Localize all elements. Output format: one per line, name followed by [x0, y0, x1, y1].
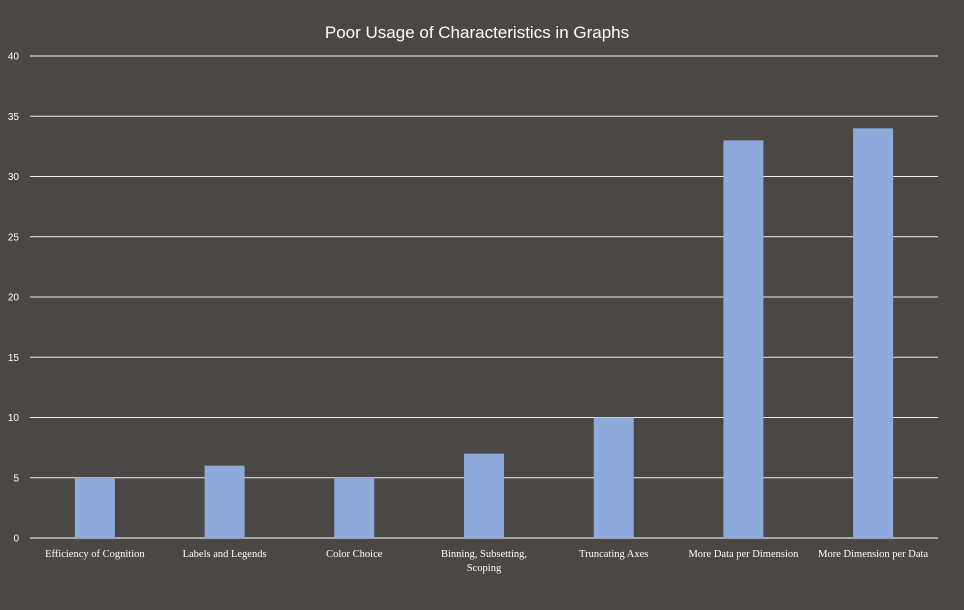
bars: [74, 128, 894, 539]
x-tick-label: Binning, Subsetting, Scoping: [441, 549, 527, 574]
bar: [723, 140, 764, 538]
x-axis-ticks: Efficiency of Cognition Labels and Legend…: [45, 549, 928, 574]
y-tick-label: 15: [8, 353, 20, 364]
x-tick-label: Efficiency of Cognition: [45, 549, 145, 560]
chart-title: Poor Usage of Characteristics in Graphs: [325, 23, 629, 42]
y-tick-label: 5: [13, 473, 19, 484]
y-tick-label: 20: [8, 293, 20, 304]
y-tick-label: 40: [8, 52, 20, 63]
x-tick-label: Labels and Legends: [183, 549, 267, 560]
bar: [464, 453, 504, 538]
y-axis-ticks: 0 5 10 15 20 25 30 35 40: [8, 52, 20, 545]
x-tick-label: More Data per Dimension: [688, 549, 799, 560]
x-tick-label: Color Choice: [326, 549, 383, 560]
y-tick-label: 10: [8, 413, 20, 424]
bar: [853, 128, 894, 539]
x-tick-label: Truncating Axes: [579, 549, 648, 560]
y-tick-label: 0: [13, 534, 19, 545]
y-tick-label: 35: [8, 112, 20, 123]
y-tick-label: 30: [8, 172, 20, 183]
y-tick-label: 25: [8, 232, 20, 243]
bar: [334, 477, 375, 538]
bar: [74, 477, 115, 538]
x-tick-label: More Dimension per Data: [818, 549, 928, 560]
gridlines: [30, 55, 938, 539]
bar: [204, 465, 245, 538]
bar: [593, 417, 634, 538]
